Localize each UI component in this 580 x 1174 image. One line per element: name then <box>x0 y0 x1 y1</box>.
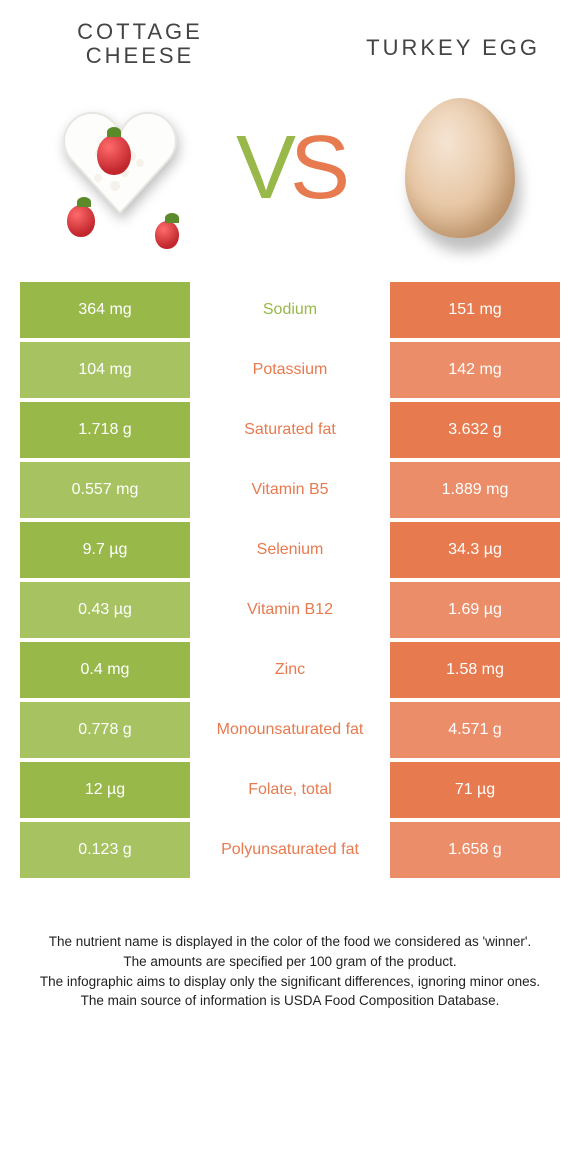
left-value: 1.718 g <box>20 402 190 458</box>
cottage-cheese-image <box>30 78 210 258</box>
right-value: 34.3 µg <box>390 522 560 578</box>
right-value: 142 mg <box>390 342 560 398</box>
left-value: 12 µg <box>20 762 190 818</box>
right-value: 1.889 mg <box>390 462 560 518</box>
left-value: 9.7 µg <box>20 522 190 578</box>
nutrient-name: Folate, total <box>190 762 390 818</box>
nutrient-name: Selenium <box>190 522 390 578</box>
turkey-egg-image <box>370 78 550 258</box>
nutrient-table: 364 mgSodium151 mg104 mgPotassium142 mg1… <box>20 278 560 882</box>
table-row: 0.778 gMonounsaturated fat4.571 g <box>20 702 560 758</box>
table-row: 12 µgFolate, total71 µg <box>20 762 560 818</box>
right-value: 1.69 µg <box>390 582 560 638</box>
left-food-title: COTTAGE CHEESE <box>40 20 240 68</box>
left-value: 0.778 g <box>20 702 190 758</box>
table-row: 0.4 mgZinc1.58 mg <box>20 642 560 698</box>
left-value: 104 mg <box>20 342 190 398</box>
left-title-line1: COTTAGE <box>77 19 203 44</box>
hero-images: VS <box>0 68 580 278</box>
right-value: 4.571 g <box>390 702 560 758</box>
nutrient-name: Monounsaturated fat <box>190 702 390 758</box>
footer-notes: The nutrient name is displayed in the co… <box>0 882 580 1010</box>
left-value: 364 mg <box>20 282 190 338</box>
left-value: 0.123 g <box>20 822 190 878</box>
left-value: 0.557 mg <box>20 462 190 518</box>
table-row: 0.123 gPolyunsaturated fat1.658 g <box>20 822 560 878</box>
nutrient-name: Vitamin B12 <box>190 582 390 638</box>
right-value: 1.658 g <box>390 822 560 878</box>
left-value: 0.4 mg <box>20 642 190 698</box>
table-row: 104 mgPotassium142 mg <box>20 342 560 398</box>
table-row: 364 mgSodium151 mg <box>20 282 560 338</box>
footer-line-1: The nutrient name is displayed in the co… <box>30 932 550 952</box>
right-value: 3.632 g <box>390 402 560 458</box>
footer-line-2: The amounts are specified per 100 gram o… <box>30 952 550 972</box>
right-value: 71 µg <box>390 762 560 818</box>
vs-label: VS <box>236 117 344 220</box>
nutrient-name: Zinc <box>190 642 390 698</box>
nutrient-name: Sodium <box>190 282 390 338</box>
footer-line-4: The main source of information is USDA F… <box>30 991 550 1011</box>
left-value: 0.43 µg <box>20 582 190 638</box>
table-row: 0.43 µgVitamin B121.69 µg <box>20 582 560 638</box>
nutrient-name: Polyunsaturated fat <box>190 822 390 878</box>
nutrient-name: Vitamin B5 <box>190 462 390 518</box>
vs-v: V <box>236 118 290 218</box>
left-title-line2: CHEESE <box>86 43 194 68</box>
vs-s: S <box>290 118 344 218</box>
right-value: 151 mg <box>390 282 560 338</box>
table-row: 9.7 µgSelenium34.3 µg <box>20 522 560 578</box>
header: COTTAGE CHEESE TURKEY EGG <box>0 0 580 68</box>
right-food-title: TURKEY EGG <box>340 20 540 60</box>
table-row: 0.557 mgVitamin B51.889 mg <box>20 462 560 518</box>
right-value: 1.58 mg <box>390 642 560 698</box>
footer-line-3: The infographic aims to display only the… <box>30 972 550 992</box>
nutrient-name: Saturated fat <box>190 402 390 458</box>
nutrient-name: Potassium <box>190 342 390 398</box>
table-row: 1.718 gSaturated fat3.632 g <box>20 402 560 458</box>
